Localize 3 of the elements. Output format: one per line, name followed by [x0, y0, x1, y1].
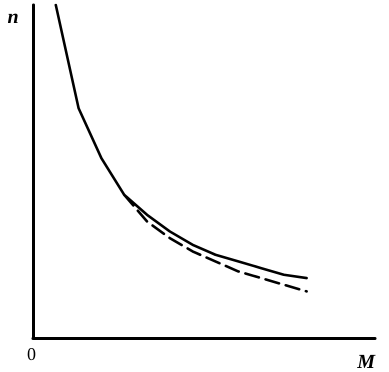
x-axis-title: M [356, 351, 376, 372]
y-axis-title: n [7, 6, 19, 28]
text: 0 [27, 344, 36, 365]
